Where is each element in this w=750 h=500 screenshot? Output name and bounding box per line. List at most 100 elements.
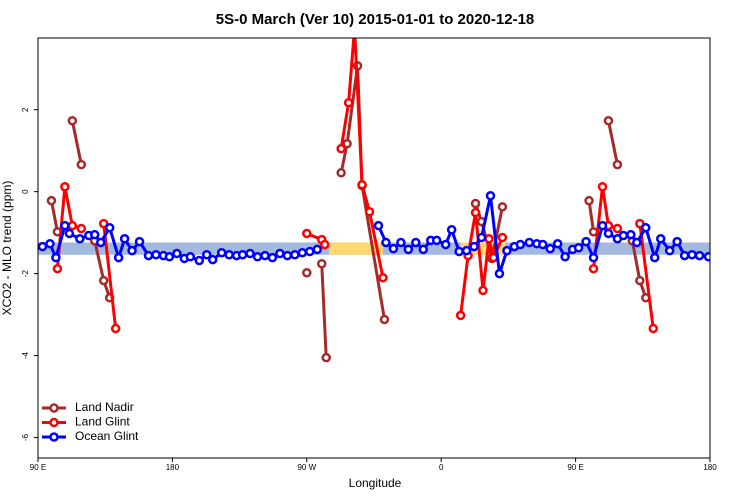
- data-point: [113, 252, 124, 263]
- data-point: [584, 195, 594, 206]
- data-point: [172, 248, 182, 259]
- data-point: [403, 244, 414, 255]
- data-point: [497, 202, 508, 212]
- data-point: [75, 234, 85, 244]
- data-point: [497, 232, 508, 243]
- data-point: [446, 225, 457, 235]
- data-point: [687, 250, 697, 260]
- data-point: [411, 237, 421, 248]
- band-highlight: [329, 242, 383, 255]
- data-point: [343, 97, 354, 108]
- data-point: [379, 314, 390, 325]
- data-point: [537, 239, 548, 250]
- data-point: [461, 245, 472, 256]
- data-point: [476, 232, 487, 243]
- data-point: [679, 250, 690, 261]
- data-point: [98, 218, 109, 229]
- data-point: [494, 268, 505, 279]
- x-tick-label: 180: [166, 463, 180, 472]
- series-line: [606, 120, 619, 165]
- data-point: [597, 220, 608, 231]
- chart-title: 5S-0 March (Ver 10) 2015-01-01 to 2020-1…: [216, 11, 535, 28]
- data-point: [618, 230, 629, 241]
- data-point: [60, 181, 70, 192]
- data-point: [626, 229, 636, 240]
- data-point: [378, 272, 388, 283]
- data-point: [64, 228, 75, 239]
- data-point: [185, 252, 196, 262]
- legend-label: Ocean Glint: [75, 429, 139, 443]
- data-point: [396, 237, 406, 248]
- data-point: [290, 250, 300, 260]
- data-point: [440, 239, 451, 250]
- data-point: [478, 285, 488, 296]
- series-line: [459, 212, 504, 316]
- data-point: [119, 234, 130, 244]
- plot-frame: [37, 37, 711, 459]
- data-point: [267, 252, 278, 263]
- x-tick-label: 90 E: [567, 463, 583, 472]
- data-point: [649, 252, 660, 263]
- data-point: [282, 250, 293, 261]
- legend-marker: [49, 417, 59, 428]
- data-point: [603, 116, 614, 126]
- data-point: [573, 243, 584, 253]
- legend-marker: [49, 403, 59, 413]
- data-point: [305, 246, 315, 257]
- data-point: [635, 218, 645, 229]
- data-point: [194, 255, 205, 266]
- data-point: [275, 248, 285, 259]
- x-tick-label: 90 E: [30, 463, 46, 472]
- data-point: [454, 246, 464, 257]
- data-point: [51, 252, 61, 263]
- data-point: [515, 239, 526, 250]
- data-point: [134, 236, 145, 247]
- y-axis-label: XCO2 - MLO trend (ppm): [0, 181, 14, 316]
- series-line: [70, 120, 83, 165]
- data-point: [224, 250, 234, 260]
- data-point: [98, 275, 109, 286]
- data-point: [38, 241, 48, 252]
- data-point: [76, 223, 87, 234]
- series-line: [638, 223, 655, 329]
- y-tick-label: 0: [21, 189, 30, 194]
- data-point: [52, 263, 63, 274]
- y-tick-label: 2: [21, 107, 30, 112]
- data-point: [46, 195, 57, 206]
- series-line: [49, 200, 59, 233]
- data-point: [703, 252, 710, 262]
- data-point: [469, 241, 479, 252]
- legend-label: Land Nadir: [75, 400, 134, 414]
- data-point: [364, 206, 375, 217]
- data-point: [45, 238, 55, 249]
- data-point: [316, 259, 327, 269]
- data-point: [381, 237, 391, 248]
- data-point: [641, 222, 651, 233]
- y-tick-label: -4: [21, 351, 30, 359]
- data-point: [485, 191, 496, 201]
- data-point: [588, 252, 599, 263]
- y-tick-label: -6: [21, 433, 30, 441]
- data-point: [207, 254, 218, 265]
- data-point: [560, 252, 570, 262]
- data-point: [89, 229, 100, 240]
- data-point: [302, 268, 312, 278]
- data-point: [252, 252, 263, 262]
- data-point: [672, 236, 682, 247]
- data-point: [110, 323, 121, 334]
- data-point: [336, 143, 346, 154]
- data-point: [603, 228, 614, 239]
- data-point: [431, 235, 442, 246]
- y-tick-label: -2: [21, 270, 30, 278]
- data-point: [95, 237, 106, 248]
- series-line: [102, 223, 118, 329]
- data-point: [104, 222, 115, 233]
- data-point: [237, 250, 248, 260]
- data-point: [470, 207, 481, 218]
- data-point: [694, 250, 705, 261]
- data-layer: [38, 38, 710, 363]
- data-point: [336, 168, 346, 178]
- data-point: [143, 250, 154, 261]
- data-point: [612, 223, 623, 234]
